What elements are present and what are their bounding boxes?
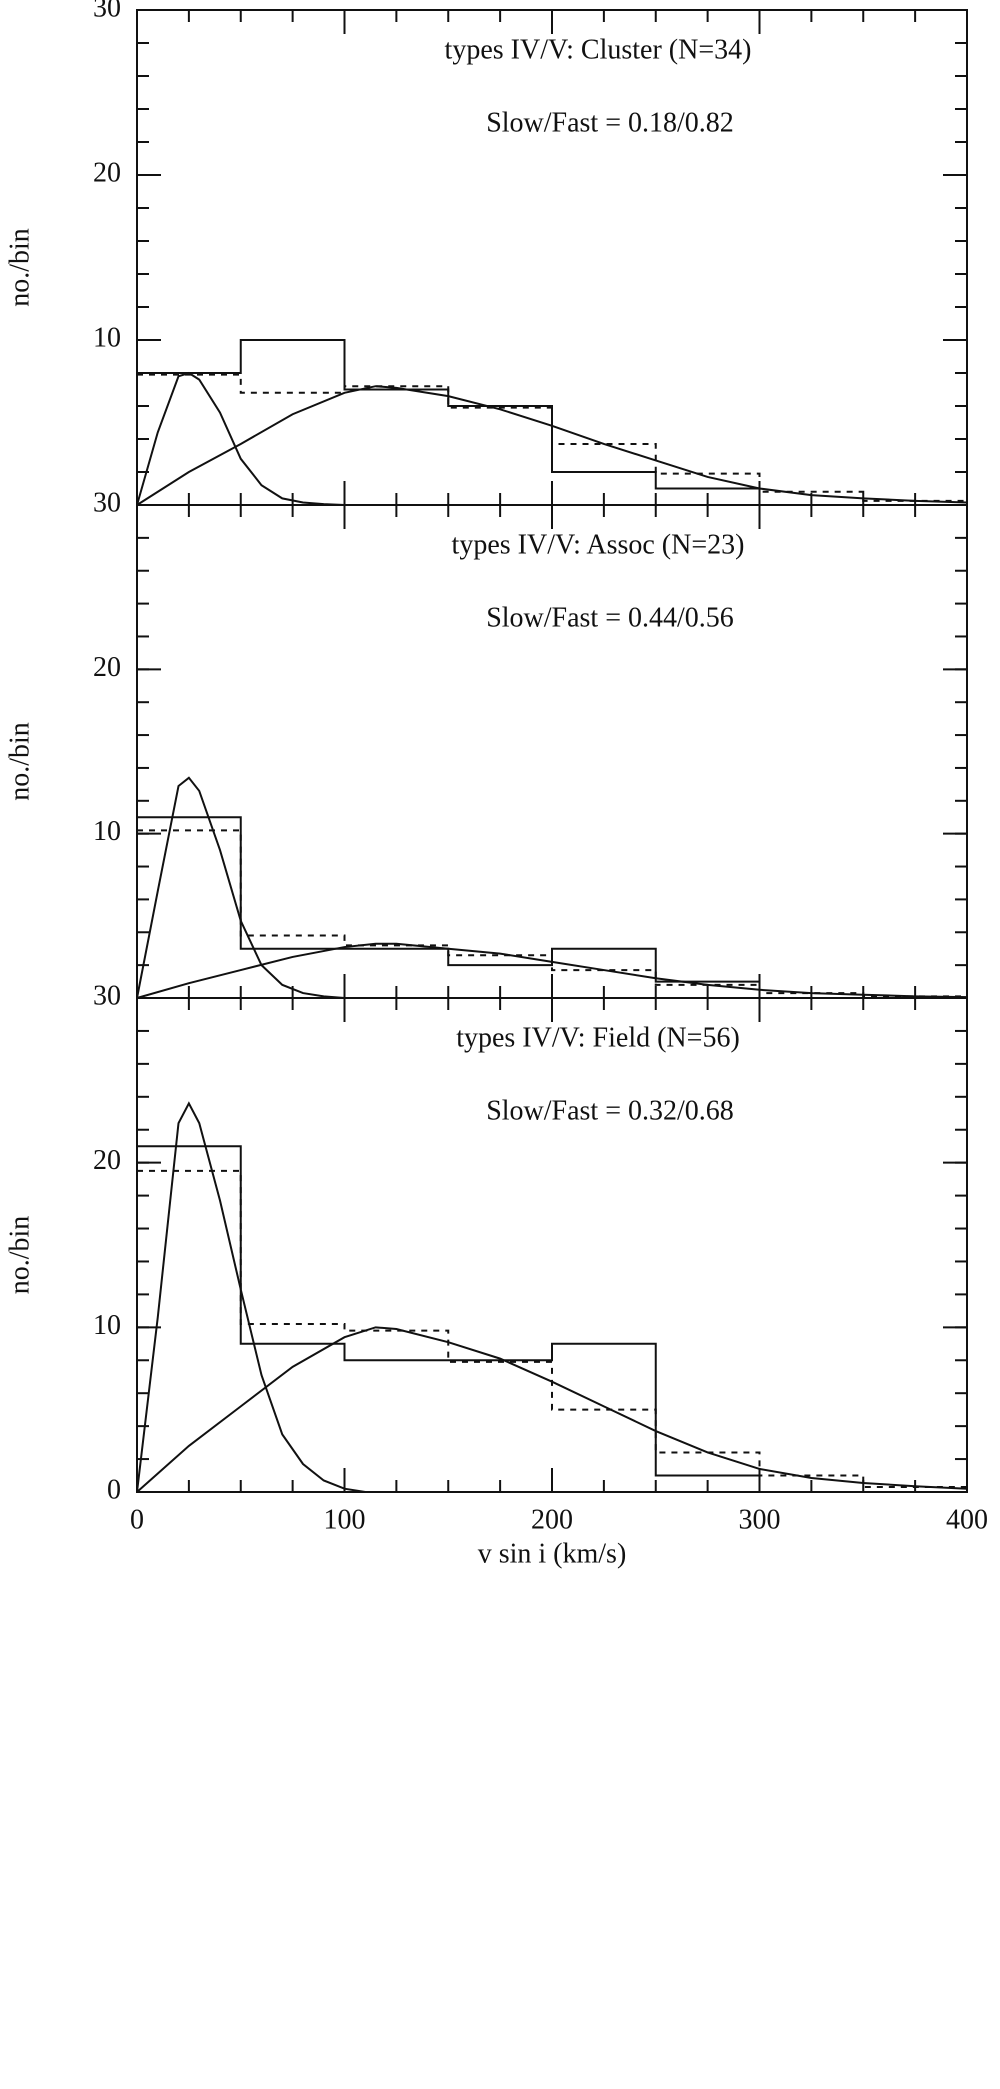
y-tick-label: 20 [93,157,121,188]
histogram-observed [137,339,967,506]
fit-curve [136,1326,968,1493]
panel-title: types IV/V: Cluster (N=34) [445,34,752,65]
plot-frame [136,504,968,999]
y-axis-label: no./bin [4,1216,35,1295]
x-tick-label: 300 [739,1504,781,1535]
y-tick-label: 30 [93,487,121,518]
y-axis-label: no./bin [4,722,35,801]
fit-curve [136,776,366,999]
x-tick-label: 400 [946,1504,988,1535]
y-tick-label: 20 [93,1145,121,1176]
fit-curve [136,385,968,506]
y-tick-label: 10 [93,816,121,847]
y-axis-label: no./bin [4,228,35,307]
y-tick-label: 30 [93,980,121,1011]
y-tick-label: 30 [93,0,121,23]
x-tick-label: 0 [130,1504,144,1535]
x-axis-label: v sin i (km/s) [478,1538,627,1569]
y-tick-label: 10 [93,1310,121,1341]
x-tick-label: 200 [531,1504,573,1535]
histogram-observed [137,1145,967,1493]
panel-title: types IV/V: Assoc (N=23) [452,529,745,560]
panel-annotation: Slow/Fast = 0.44/0.56 [486,602,734,633]
y-tick-label: 10 [93,322,121,353]
histogram-model [137,373,967,502]
panel-annotation: Slow/Fast = 0.18/0.82 [486,107,734,138]
fit-curve [136,1101,366,1493]
y-tick-label: 0 [107,1474,121,1505]
y-tick-label: 20 [93,652,121,683]
plot-frame [136,997,968,1493]
histogram-model [137,1169,967,1489]
panel-annotation: Slow/Fast = 0.32/0.68 [486,1095,734,1126]
x-tick-label: 100 [324,1504,366,1535]
panel-title: types IV/V: Field (N=56) [456,1022,740,1053]
histogram-model [137,829,967,998]
fit-curve [136,942,968,999]
